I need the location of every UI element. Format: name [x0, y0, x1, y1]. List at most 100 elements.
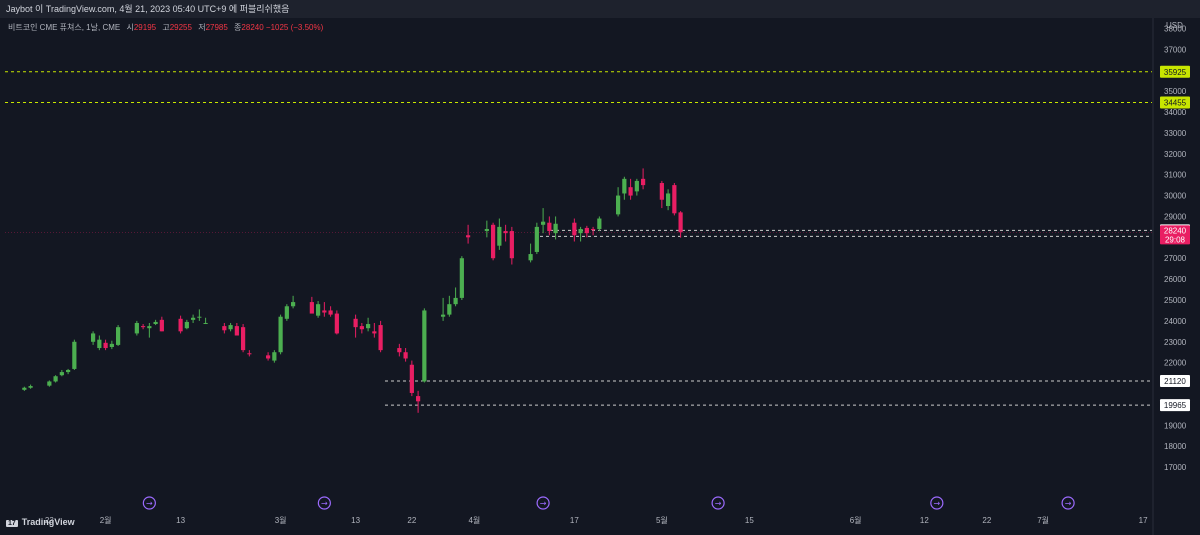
candle-body: [159, 319, 164, 332]
candle-body: [584, 227, 589, 234]
close-value: 28240: [241, 23, 264, 32]
chart-pane[interactable]: USD1700018000190002000021000220002300024…: [0, 18, 1200, 535]
candle-body: [109, 343, 114, 347]
x-tick-label: 6월: [850, 515, 862, 525]
candle-body: [59, 372, 64, 376]
candle-body: [628, 187, 633, 196]
y-tick-label: 26000: [1164, 275, 1187, 284]
y-tick-label: 19000: [1164, 421, 1187, 430]
candle-body: [572, 222, 577, 236]
candle-body: [578, 228, 583, 234]
candle-body: [597, 218, 602, 229]
y-tick-label: 33000: [1164, 129, 1187, 138]
candle-body: [103, 342, 108, 349]
symbol-name: 비트코인 CME 퓨쳐스, 1날, CME: [8, 23, 121, 32]
candle-body: [484, 228, 489, 232]
candle-body: [534, 226, 539, 252]
candle-body: [591, 228, 596, 231]
x-tick-label: 17: [570, 516, 579, 525]
candle-body: [53, 376, 58, 382]
candle-body: [672, 185, 677, 214]
candle-body: [184, 321, 189, 329]
x-tick-label: 7월: [1037, 515, 1049, 525]
candle-body: [422, 310, 427, 382]
x-tick-label: 22: [982, 516, 991, 525]
y-tick-label: 37000: [1164, 45, 1187, 54]
y-tick-label: 23000: [1164, 338, 1187, 347]
price-chart[interactable]: USD1700018000190002000021000220002300024…: [0, 18, 1200, 535]
candle-body: [28, 386, 33, 388]
price-level-tag: [1160, 65, 1190, 78]
candle-body: [197, 316, 202, 318]
currency-label: USD: [1166, 21, 1183, 30]
candle-body: [541, 221, 546, 225]
candle-body: [616, 195, 621, 215]
candle-body: [228, 325, 233, 330]
y-tick-label: 35000: [1164, 87, 1187, 96]
price-level-label: 21120: [1164, 377, 1186, 386]
publish-header: Jaybot 이 TradingView.com, 4월 21, 2023 05…: [0, 0, 1200, 18]
x-tick-label: 2월: [100, 515, 112, 525]
change-value: −1025 (−3.50%): [265, 23, 324, 32]
candle-body: [509, 231, 514, 259]
last-price-tag: [1160, 225, 1190, 245]
price-level-tag: [1160, 96, 1190, 109]
candle-body: [22, 387, 27, 390]
candle-body: [72, 341, 77, 369]
candle-body: [328, 310, 333, 315]
event-mark-icon: [317, 496, 331, 510]
last-price-label: 28240: [1164, 226, 1187, 235]
candle-body: [47, 381, 52, 386]
y-tick-label: 24000: [1164, 317, 1187, 326]
event-arrow-icon: →: [146, 499, 153, 508]
candle-body: [91, 333, 96, 342]
y-tick-label: 25000: [1164, 296, 1187, 305]
candle-body: [372, 331, 377, 334]
candle-body: [353, 318, 358, 328]
candle-body: [503, 231, 508, 234]
candle-body: [397, 348, 402, 353]
candle-body: [241, 327, 246, 351]
candle-body: [553, 223, 558, 234]
candle-body: [678, 212, 683, 233]
candle-body: [141, 326, 146, 328]
y-tick-label: 31000: [1164, 171, 1187, 180]
x-tick-label: 17: [1139, 516, 1148, 525]
price-level-tag: [1160, 375, 1190, 388]
x-tick-label: 22: [407, 516, 416, 525]
event-mark-icon: [1061, 496, 1075, 510]
candle-body: [378, 325, 383, 351]
candle-body: [97, 339, 102, 349]
candle-body: [359, 326, 364, 330]
open-label: 시: [126, 23, 134, 32]
event-arrow-icon: →: [933, 499, 940, 508]
candle-body: [634, 180, 639, 192]
event-arrow-icon: →: [321, 499, 328, 508]
candle-body: [191, 317, 196, 320]
low-label: 저: [198, 23, 206, 32]
tradingview-logo[interactable]: 17 TradingView: [6, 517, 75, 527]
candle-body: [528, 254, 533, 261]
candle-body: [334, 313, 339, 334]
y-tick-label: 17000: [1164, 463, 1187, 472]
candle-body: [147, 326, 152, 329]
candle-body: [222, 326, 227, 331]
candle-body: [266, 355, 271, 359]
x-tick-label: 23: [45, 516, 54, 525]
event-mark-icon: [536, 496, 550, 510]
candle-body: [322, 310, 327, 313]
candle-body: [459, 258, 464, 298]
candle-body: [403, 352, 408, 359]
price-level-tag: [1160, 399, 1190, 412]
y-tick-label: 32000: [1164, 150, 1187, 159]
candle-body: [416, 396, 421, 402]
candle-body: [309, 302, 314, 314]
close-label: 종: [234, 23, 242, 32]
candle-body: [453, 297, 458, 305]
candle-body: [441, 314, 446, 317]
candle-body: [153, 321, 158, 325]
price-level-label: 35925: [1164, 68, 1187, 77]
event-arrow-icon: →: [540, 499, 547, 508]
candle-body: [497, 226, 502, 246]
event-mark-icon: [930, 496, 944, 510]
